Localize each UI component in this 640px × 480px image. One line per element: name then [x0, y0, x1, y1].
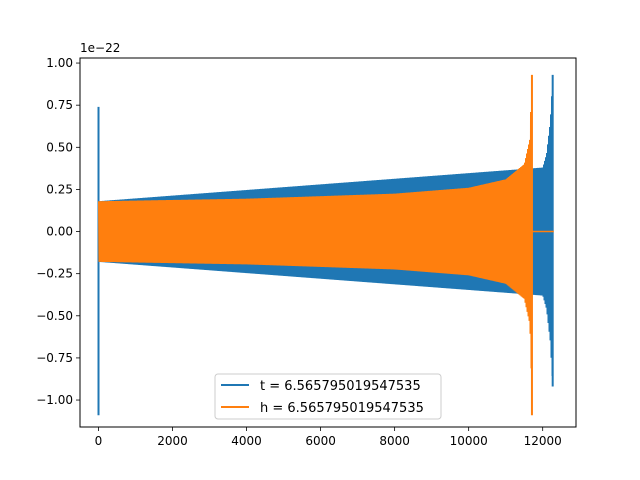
x-tick-label-6000: 6000 [305, 434, 336, 448]
y-offset-label: 1e−22 [80, 41, 120, 55]
x-tick-label-10000: 10000 [450, 434, 488, 448]
y-tick-label-−0.75: −0.75 [36, 351, 73, 365]
x-tick-label-2000: 2000 [157, 434, 188, 448]
series-h [98, 74, 554, 416]
legend-label-t: t = 6.565795019547535 [260, 379, 421, 394]
y-tick-label-1.00: 1.00 [46, 56, 73, 70]
y-tick-label-0.00: 0.00 [46, 225, 73, 239]
y-axis: −1.00 −0.75 −0.50 −0.25 0.00 0.25 0.50 0.75 1.00 [36, 56, 80, 407]
y-tick-label-−0.50: −0.50 [36, 309, 73, 323]
legend-box [214, 373, 442, 420]
series-h-waveform [98, 112, 532, 369]
x-axis: 0 2000 4000 6000 8000 10000 12000 [95, 427, 562, 448]
series-layer [97, 74, 554, 416]
y-tick-label-0.75: 0.75 [46, 98, 73, 112]
plot-frame [79, 57, 577, 428]
legend-label-h: h = 6.565795019547535 [260, 401, 424, 416]
y-tick-label-0.50: 0.50 [46, 140, 73, 154]
y-tick-label-−1.00: −1.00 [36, 393, 73, 407]
legend: t = 6.565795019547535 h = 6.565795019547… [214, 373, 442, 420]
y-tick-label-−0.25: −0.25 [36, 267, 73, 281]
x-tick-label-0: 0 [95, 434, 103, 448]
x-tick-label-4000: 4000 [231, 434, 262, 448]
x-tick-label-8000: 8000 [379, 434, 410, 448]
x-tick-label-12000: 12000 [524, 434, 562, 448]
y-tick-label-0.25: 0.25 [46, 182, 73, 196]
